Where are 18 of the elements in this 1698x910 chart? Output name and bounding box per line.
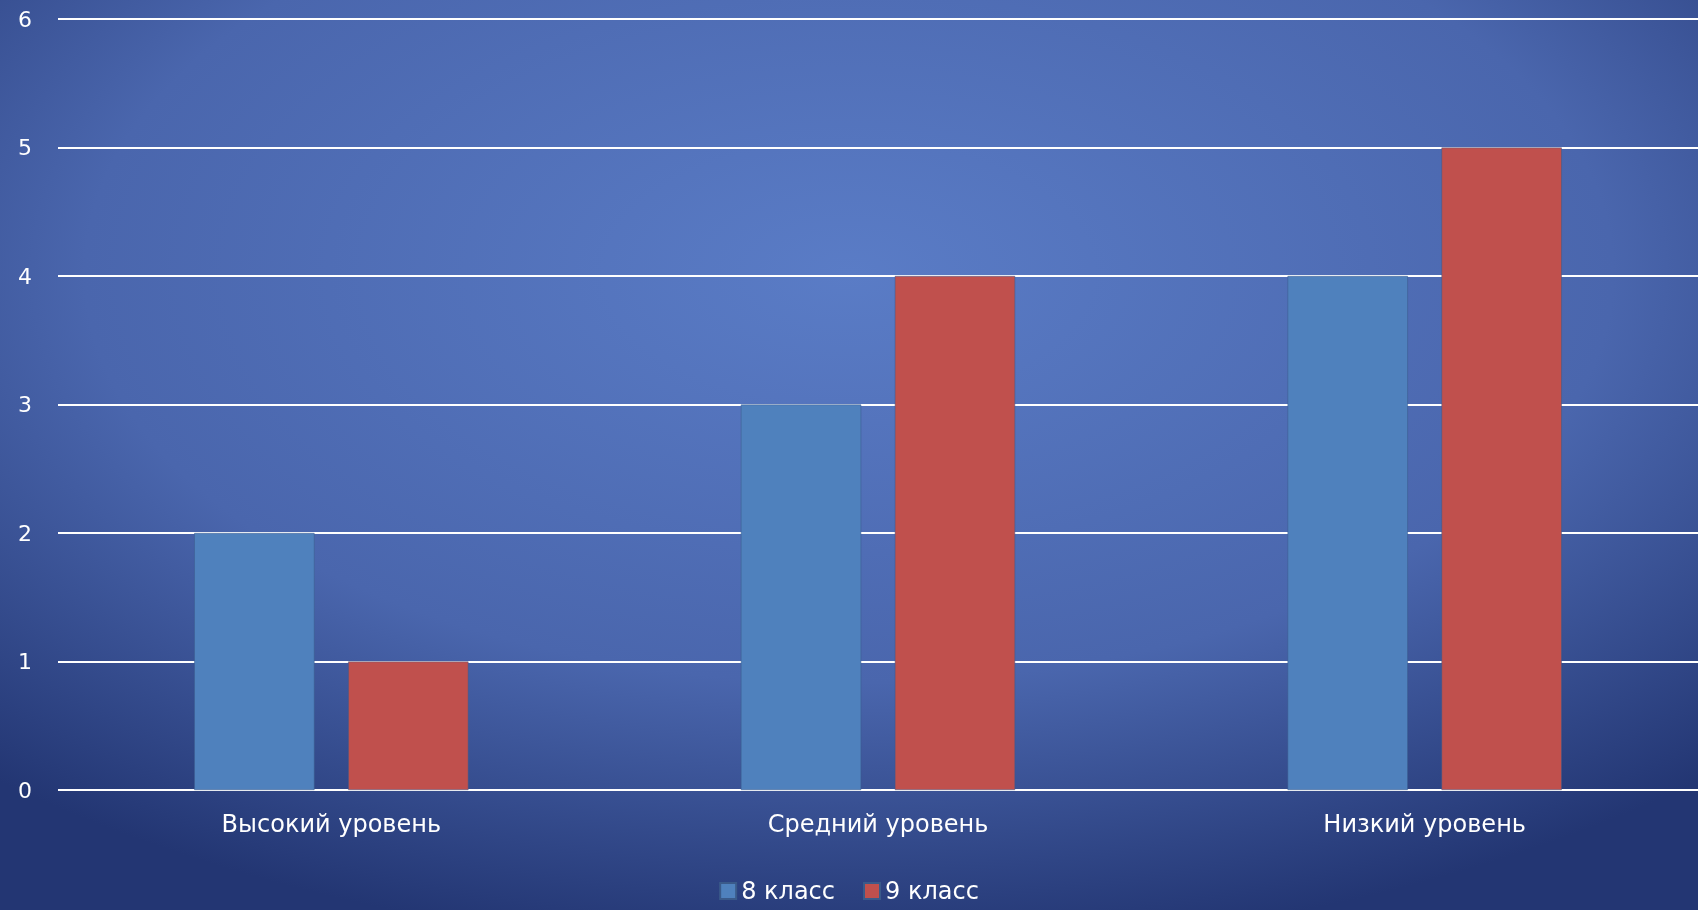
x-tick-label: Низкий уровень: [1323, 810, 1526, 838]
legend-label: 9 класс: [885, 877, 979, 905]
bar: [1441, 147, 1562, 790]
x-tick-label: Средний уровень: [767, 810, 989, 838]
y-tick-label: 0: [18, 777, 32, 803]
y-tick-label: 6: [18, 6, 32, 32]
y-tick-label: 1: [18, 649, 32, 674]
x-tick-label: Высокий уровень: [221, 810, 442, 838]
bar: [740, 404, 862, 790]
y-tick-label: 3: [18, 392, 32, 417]
bar: [348, 661, 469, 790]
bar: [1287, 276, 1408, 790]
bar: [894, 276, 1016, 790]
y-tick-label: 5: [18, 135, 32, 160]
legend-label: 8 класс: [741, 877, 836, 905]
y-tick-label: 2: [18, 520, 32, 546]
y-tick-label: 4: [18, 263, 32, 289]
bar: [194, 533, 315, 790]
